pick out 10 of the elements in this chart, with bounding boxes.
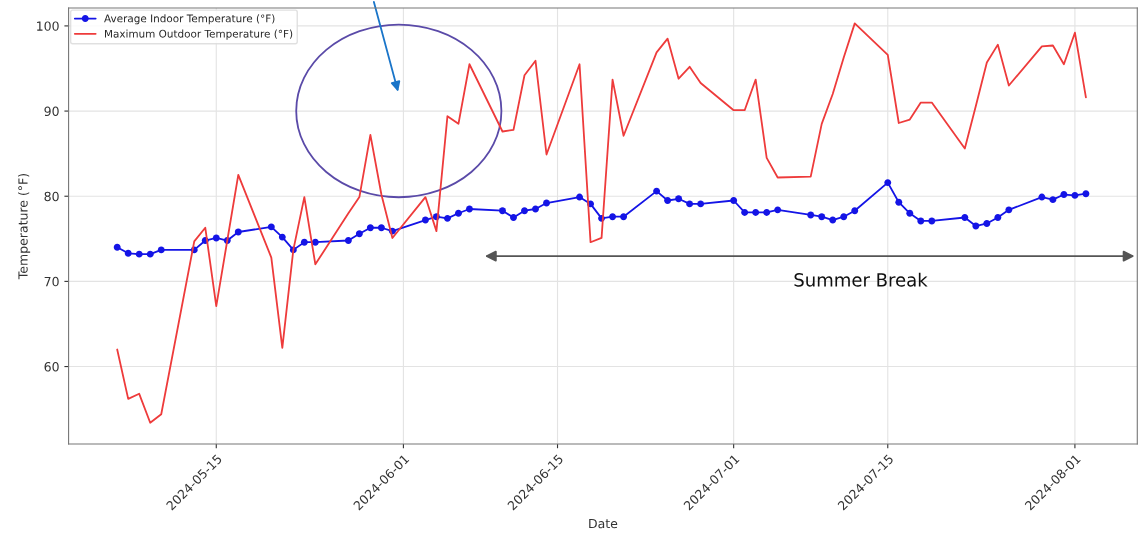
legend-label: Average Indoor Temperature (°F) bbox=[104, 14, 275, 25]
y-tick-label: 100 bbox=[37, 21, 59, 31]
y-tick-label: 80 bbox=[44, 191, 59, 202]
legend-label: Maximum Outdoor Temperature (°F) bbox=[105, 29, 293, 40]
y-axis-title: Temperature (°F) bbox=[18, 173, 31, 280]
x-axis-title: Date bbox=[589, 518, 618, 529]
y-tick-label: 90 bbox=[44, 106, 59, 116]
annotation: Summer Break bbox=[794, 272, 928, 287]
y-tick-label: 60 bbox=[44, 362, 59, 372]
y-tick-label: 70 bbox=[44, 276, 59, 287]
